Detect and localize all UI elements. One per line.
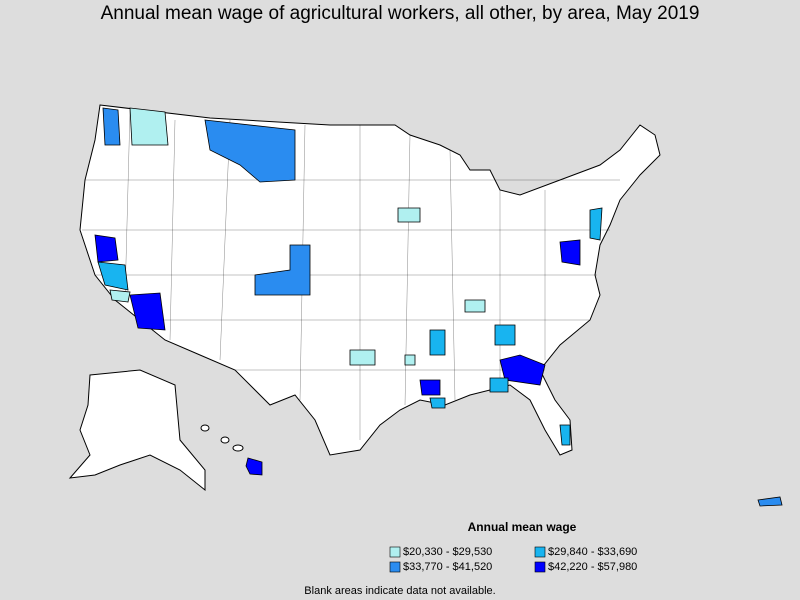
puerto-rico: [757, 496, 783, 507]
hawaii: [200, 424, 263, 476]
region: [94, 234, 119, 263]
legend-label: $33,770 - $41,520: [403, 561, 492, 573]
legend-swatch: [534, 546, 546, 558]
map: [68, 104, 783, 507]
region: [254, 244, 311, 296]
region: [489, 377, 509, 393]
legend-label: $29,840 - $33,690: [548, 546, 637, 558]
legend-title: Annual mean wage: [468, 520, 577, 534]
legend-swatch: [534, 561, 546, 573]
region: [494, 324, 516, 346]
region: [97, 261, 129, 291]
region: [109, 289, 131, 303]
region: [559, 424, 571, 446]
region: [464, 299, 486, 313]
region: [429, 329, 446, 356]
region: [129, 292, 166, 331]
region: [429, 397, 446, 409]
region: [204, 119, 296, 183]
region: [102, 107, 121, 146]
legend-swatch: [389, 561, 401, 573]
alaska: [68, 369, 206, 492]
region: [349, 349, 376, 366]
region: [419, 379, 441, 396]
region: [559, 239, 581, 266]
region: [589, 207, 603, 241]
region: [397, 207, 421, 223]
legend: Annual mean wage $20,330 - $29,530 $29,84…: [389, 520, 637, 573]
region: [499, 354, 546, 386]
legend-label: $20,330 - $29,530: [403, 546, 492, 558]
map-title: Annual mean wage of agricultural workers…: [101, 3, 700, 24]
region: [129, 107, 169, 146]
legend-swatch: [389, 546, 401, 558]
legend-label: $42,220 - $57,980: [548, 561, 637, 573]
region: [404, 354, 416, 366]
footnote: Blank areas indicate data not available.: [304, 585, 495, 597]
